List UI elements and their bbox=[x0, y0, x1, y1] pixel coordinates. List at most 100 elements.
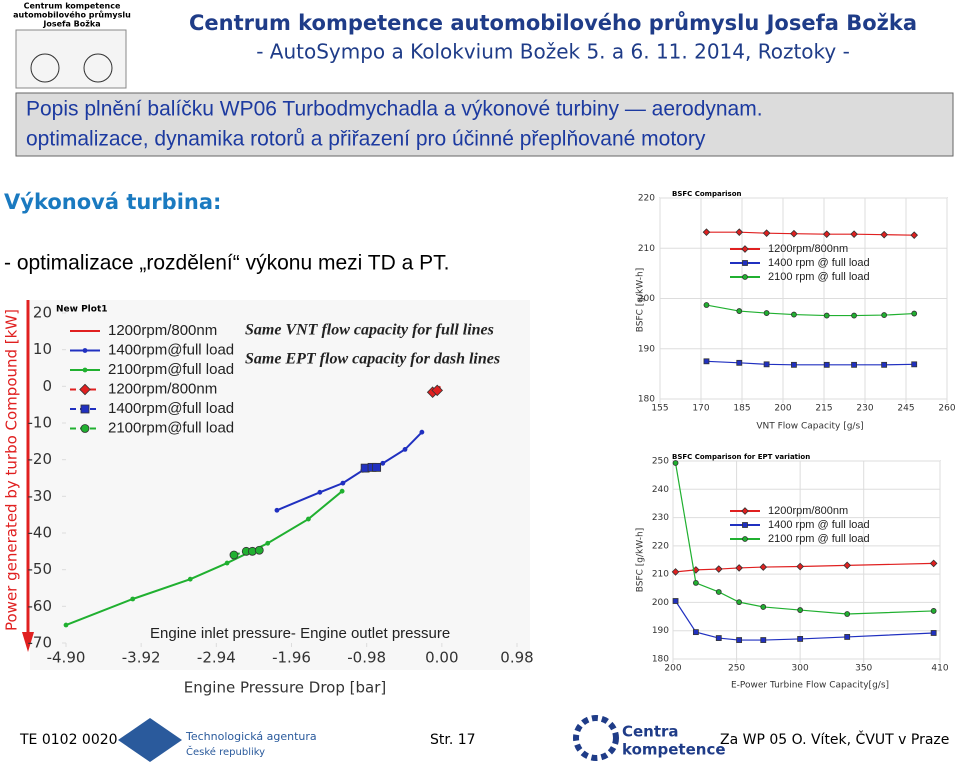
legend-label: 1400 rpm @ full load bbox=[768, 257, 870, 269]
marker bbox=[224, 560, 230, 566]
x-tick-label: -2.94 bbox=[197, 649, 236, 667]
agency-logo bbox=[118, 718, 182, 762]
marker bbox=[844, 611, 851, 617]
y-tick-label: 220 bbox=[652, 541, 669, 551]
topic-text: optimalizace, dynamika rotorů a přiřazen… bbox=[26, 128, 706, 151]
y-axis-label: Power generated by turbo Compound [kW] bbox=[3, 309, 21, 631]
marker bbox=[187, 576, 193, 582]
marker bbox=[881, 312, 888, 318]
marker bbox=[79, 383, 91, 396]
marker bbox=[910, 231, 919, 240]
marker bbox=[844, 634, 851, 640]
marker bbox=[82, 367, 88, 373]
centre-text: Centra bbox=[622, 723, 679, 741]
legend-label: 2100 rpm @ full load bbox=[768, 271, 870, 283]
marker bbox=[80, 424, 90, 433]
series-line bbox=[706, 360, 915, 366]
marker bbox=[823, 361, 830, 368]
marker bbox=[372, 462, 382, 472]
header-title: Centrum kompetence automobilového průmys… bbox=[189, 11, 917, 35]
marker bbox=[759, 563, 768, 571]
marker bbox=[929, 559, 938, 568]
marker bbox=[63, 622, 69, 628]
marker bbox=[742, 274, 748, 280]
annotation: Same VNT flow capacity for full lines bbox=[245, 322, 494, 339]
x-tick-label: 200 bbox=[664, 664, 681, 674]
y-tick-label: -70 bbox=[28, 634, 53, 652]
marker bbox=[229, 550, 239, 560]
marker bbox=[851, 312, 857, 319]
legend-label: 1200rpm/800nm bbox=[768, 243, 848, 255]
marker bbox=[715, 589, 722, 595]
arrow-head bbox=[22, 632, 34, 652]
y-tick-label: -20 bbox=[28, 450, 53, 468]
marker bbox=[419, 429, 425, 435]
marker bbox=[911, 310, 918, 317]
y-tick-label: 220 bbox=[638, 194, 655, 204]
marker bbox=[82, 348, 88, 353]
legend-label: 2100rpm@full load bbox=[108, 419, 234, 436]
header-subtitle: - AutoSympo a Kolokvium Božek 5. a 6. 11… bbox=[256, 40, 850, 64]
x-tick-label: 250 bbox=[728, 664, 745, 674]
legend-label: 2100rpm@full load bbox=[108, 361, 234, 378]
marker bbox=[735, 228, 744, 236]
marker bbox=[797, 607, 804, 613]
marker bbox=[822, 230, 831, 238]
marker bbox=[742, 260, 748, 266]
y-tick-label: -50 bbox=[28, 560, 53, 578]
y-tick-label: 0 bbox=[42, 377, 52, 395]
x-axis-label: Engine Pressure Drop [bar] bbox=[184, 679, 386, 697]
plot-panel bbox=[672, 460, 941, 660]
series-line bbox=[674, 462, 934, 615]
legend-label: 1200rpm/800nm bbox=[768, 505, 848, 517]
marker bbox=[851, 361, 857, 368]
chart-title: BSFC Comparison bbox=[672, 190, 742, 198]
marker bbox=[380, 460, 386, 466]
y-tick-label: 190 bbox=[638, 344, 655, 354]
x-axis-label: E-Power Turbine Flow Capacity[g/s] bbox=[731, 681, 889, 691]
marker bbox=[791, 311, 797, 318]
marker bbox=[274, 507, 280, 513]
marker bbox=[796, 562, 804, 571]
topic-box bbox=[15, 92, 954, 157]
y-tick-label: 190 bbox=[652, 626, 669, 636]
legend-label: 1400rpm@full load bbox=[108, 341, 234, 358]
y-axis-label: BSFC [g/kW-h] bbox=[636, 268, 646, 333]
marker bbox=[823, 312, 830, 319]
x-tick-label: 300 bbox=[792, 664, 809, 674]
footer-code: TE 0102 0020 bbox=[19, 732, 118, 748]
legend-label: 1400rpm@full load bbox=[108, 400, 234, 417]
marker bbox=[80, 404, 90, 414]
marker bbox=[763, 361, 770, 368]
legend-label: 1400 rpm @ full load bbox=[768, 519, 870, 531]
marker bbox=[741, 245, 749, 253]
y-tick-label: 250 bbox=[652, 457, 669, 467]
x-tick-label: 245 bbox=[897, 404, 914, 414]
topic-text: Popis plnění balíčku WP06 Turbodmychadla… bbox=[26, 98, 763, 121]
x-tick-label: 0.98 bbox=[500, 649, 533, 667]
logo-image bbox=[15, 29, 127, 89]
marker bbox=[762, 229, 771, 237]
x-tick-label: 410 bbox=[931, 664, 948, 674]
marker bbox=[930, 608, 937, 614]
logo-wheel bbox=[83, 53, 113, 83]
annotation: Same EPT flow capacity for dash lines bbox=[245, 351, 500, 368]
marker bbox=[850, 230, 858, 238]
legend-label: 1200rpm/800nm bbox=[108, 380, 217, 397]
x-tick-label: 200 bbox=[774, 404, 791, 414]
x-tick-label: 185 bbox=[733, 404, 750, 414]
marker bbox=[715, 635, 722, 641]
x-tick-label: -1.96 bbox=[272, 649, 311, 667]
y-tick-label: -10 bbox=[28, 414, 53, 432]
marker bbox=[340, 480, 346, 486]
x-tick-label: 215 bbox=[815, 404, 832, 414]
marker bbox=[797, 636, 804, 642]
marker bbox=[265, 540, 271, 546]
marker bbox=[736, 359, 743, 366]
marker bbox=[843, 561, 852, 570]
chart-title: BSFC Comparison for EPT variation bbox=[672, 453, 810, 461]
marker bbox=[692, 629, 699, 636]
y-tick-label: 20 bbox=[33, 304, 52, 322]
